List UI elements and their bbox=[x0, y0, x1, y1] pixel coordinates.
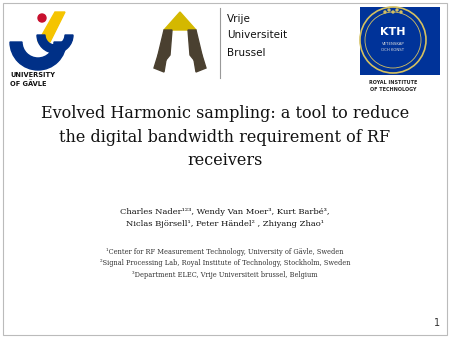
Text: ROYAL INSTITUTE: ROYAL INSTITUTE bbox=[369, 80, 417, 85]
Text: Vrije: Vrije bbox=[227, 14, 251, 24]
Circle shape bbox=[384, 11, 386, 13]
Text: Charles Nader¹²³, Wendy Van Moer³, Kurt Barbé³,
Niclas Björsell¹, Peter Händel² : Charles Nader¹²³, Wendy Van Moer³, Kurt … bbox=[120, 208, 330, 227]
Circle shape bbox=[392, 11, 394, 13]
Text: OF GÄVLE: OF GÄVLE bbox=[10, 80, 46, 87]
Text: 1: 1 bbox=[434, 318, 440, 328]
Polygon shape bbox=[158, 30, 172, 60]
Polygon shape bbox=[194, 55, 206, 72]
Text: Evolved Harmonic sampling: a tool to reduce
the digital bandwidth requirement of: Evolved Harmonic sampling: a tool to red… bbox=[41, 105, 409, 169]
Wedge shape bbox=[10, 42, 66, 70]
Text: ¹Center for RF Measurement Technology, University of Gävle, Sweden
²Signal Proce: ¹Center for RF Measurement Technology, U… bbox=[100, 248, 350, 279]
Circle shape bbox=[396, 9, 398, 11]
Circle shape bbox=[38, 14, 46, 22]
Polygon shape bbox=[154, 55, 166, 72]
Wedge shape bbox=[37, 35, 73, 53]
Text: OF TECHNOLOGY: OF TECHNOLOGY bbox=[370, 87, 416, 92]
Text: Universiteit: Universiteit bbox=[227, 30, 287, 40]
Text: KTH: KTH bbox=[380, 27, 406, 37]
Circle shape bbox=[400, 11, 402, 13]
Text: Brussel: Brussel bbox=[227, 48, 266, 58]
Text: VETENSKAP: VETENSKAP bbox=[382, 42, 405, 46]
Polygon shape bbox=[164, 12, 196, 30]
Polygon shape bbox=[188, 30, 202, 60]
Polygon shape bbox=[38, 12, 65, 42]
Circle shape bbox=[388, 9, 390, 11]
Text: UNIVERSITY: UNIVERSITY bbox=[10, 72, 55, 78]
Text: OCH KONST: OCH KONST bbox=[382, 48, 405, 52]
FancyBboxPatch shape bbox=[360, 7, 440, 75]
